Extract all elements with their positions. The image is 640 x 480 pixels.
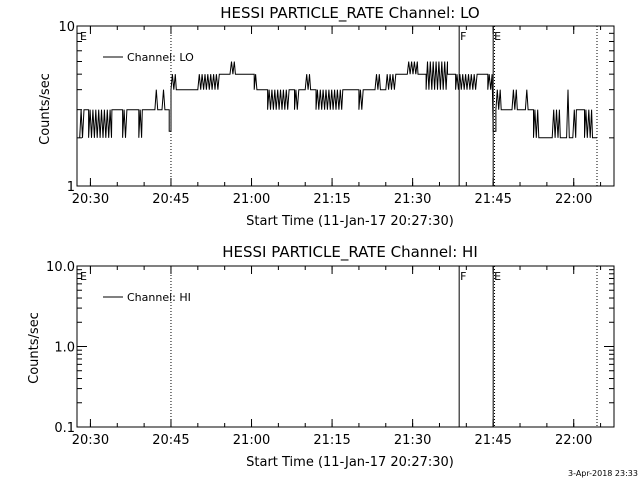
panel-hi-xlabel: Start Time (11-Jan-17 20:27:30) [246,455,454,470]
panel-lo-plot: 20:30 20:45 21:00 21:15 21:30 21:45 22:00 1 10 F E… [58,20,615,207]
x-tick-label-lo: 21:15 [313,192,350,207]
panel-lo-title: HESSI PARTICLE_RATE Channel: LO [220,4,479,23]
marker-label-hi: E [494,270,501,283]
y-tick-label-lo: 1 [67,180,75,195]
legend-label-hi: Channel: HI [127,291,191,304]
marker-label-lo: F [460,30,466,43]
x-tick-label-hi: 21:45 [474,433,511,448]
x-tick-label-lo: 21:30 [394,192,431,207]
x-tick-label-hi: 21:00 [233,433,270,448]
marker-label-lo: E [494,30,501,43]
x-tick-label-hi: 21:30 [394,433,431,448]
marker-label-hi: F [460,270,466,283]
x-tick-label-lo: 22:00 [555,192,592,207]
panel-lo: HESSI PARTICLE_RATE Channel: LO 20:30 20:… [38,4,615,229]
y-tick-label-hi: 1.0 [54,341,75,356]
x-tick-label-hi: 21:15 [313,433,350,448]
x-tick-label-hi: 22:00 [555,433,592,448]
x-tick-label-hi: 20:30 [72,433,109,448]
x-tick-label-lo: 20:45 [152,192,189,207]
series-line-lo [79,61,597,139]
panel-hi: HESSI PARTICLE_RATE Channel: HI 20:30 20:… [27,243,615,470]
plot-frame-lo [76,25,615,187]
x-tick-label-lo: 21:00 [233,192,270,207]
timestamp: 3-Apr-2018 23:33 [568,469,638,478]
edge-label-lo: E [80,30,87,43]
panel-hi-title: HESSI PARTICLE_RATE Channel: HI [222,243,478,262]
legend-label-lo: Channel: LO [127,51,194,64]
panel-lo-ylabel: Counts/sec [38,73,53,145]
x-tick-label-lo: 20:30 [72,192,109,207]
y-tick-label-hi: 10.0 [46,260,75,275]
y-tick-label-hi: 0.1 [54,421,75,436]
y-tick-label-lo: 10 [58,20,75,35]
panel-hi-plot: 20:30 20:45 21:00 21:15 21:30 21:45 22:00 0.1 1.… [46,260,615,448]
panel-lo-xlabel: Start Time (11-Jan-17 20:27:30) [246,214,454,229]
x-tick-label-hi: 20:45 [152,433,189,448]
x-tick-label-lo: 21:45 [474,192,511,207]
panel-hi-ylabel: Counts/sec [27,312,42,384]
edge-label-hi: E [80,270,87,283]
